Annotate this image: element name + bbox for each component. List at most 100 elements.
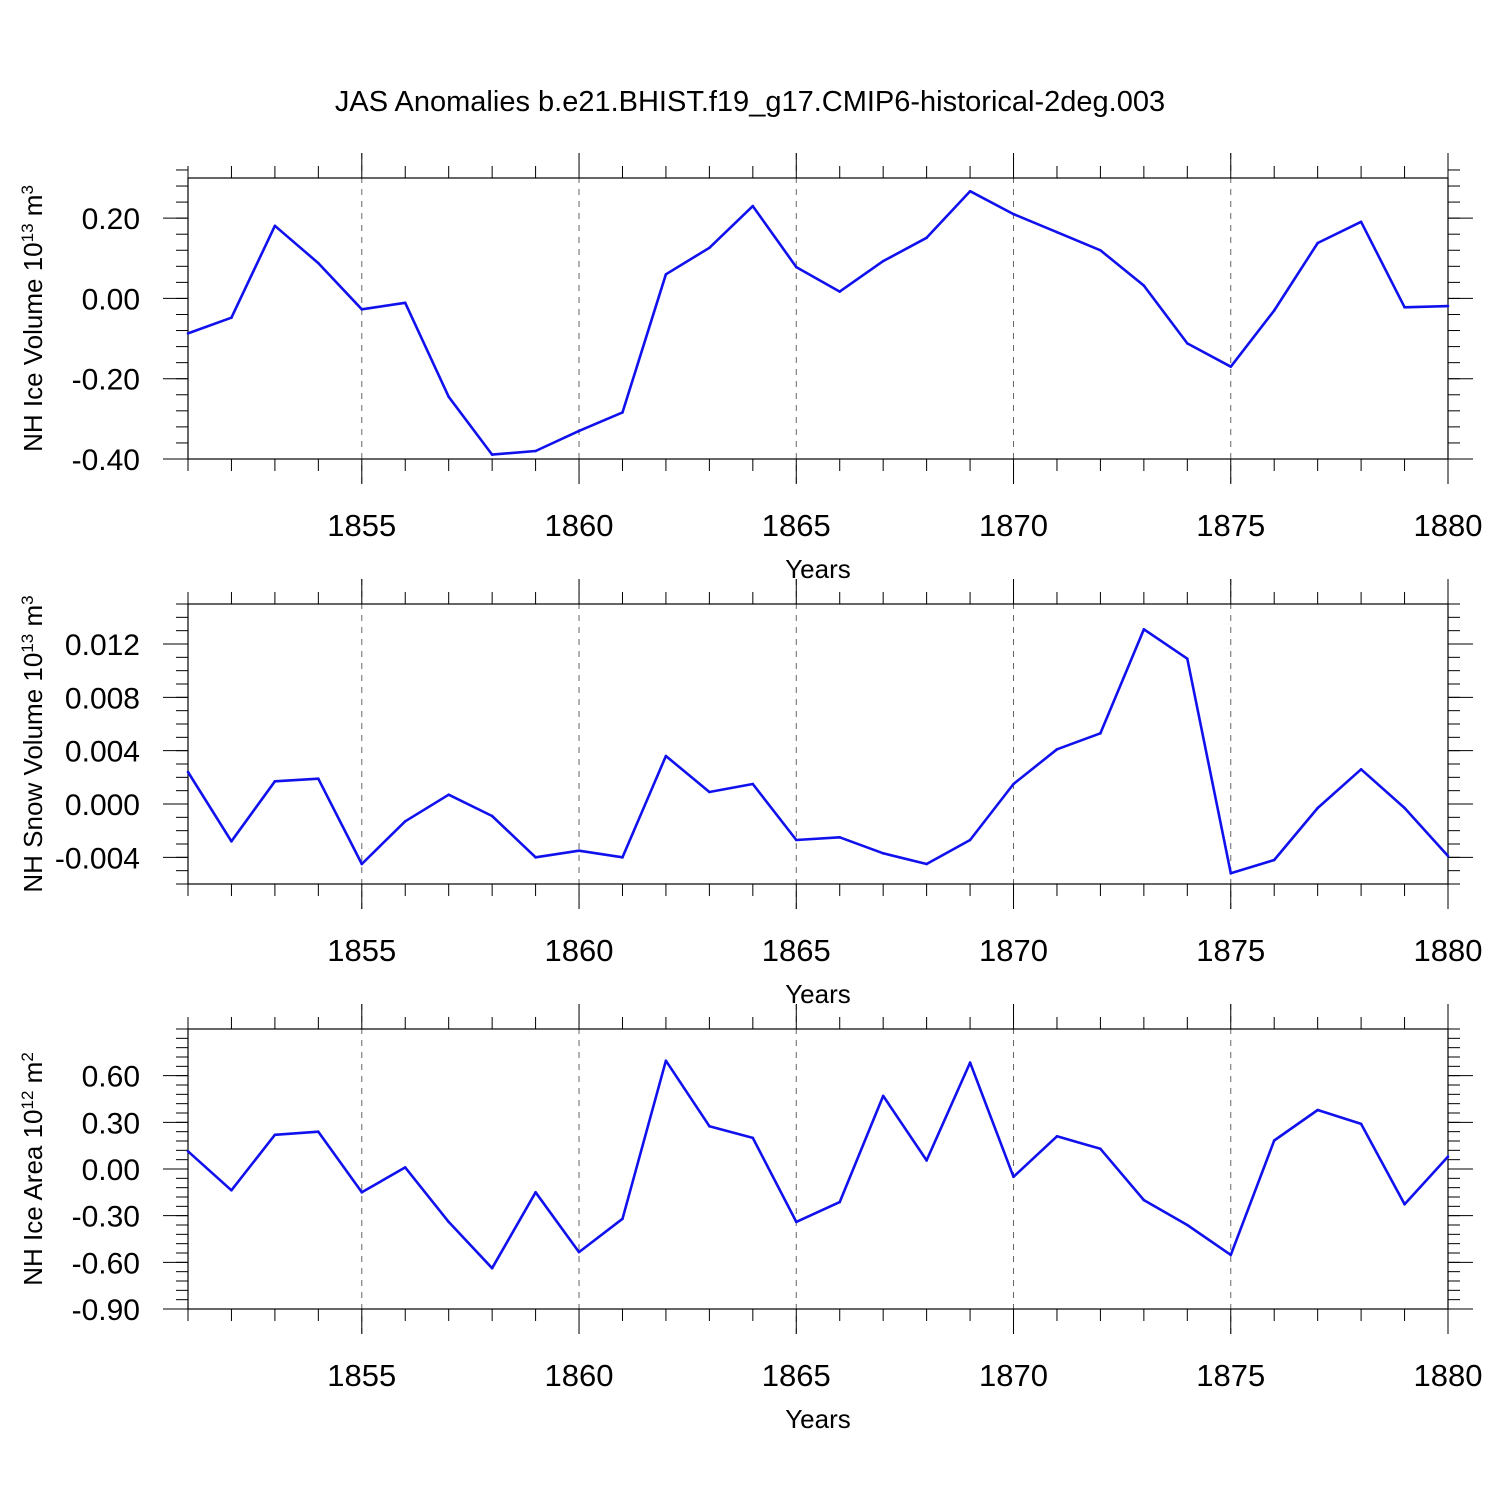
ice-area-data-point [403,1166,407,1169]
ice-volume-data-point [447,395,450,399]
ice-volume-data-point [1403,305,1406,309]
ice-volume-data-point [230,316,233,319]
ice-area-data-point [534,1191,537,1194]
snow-volume-ytick-label: 0.004 [65,736,140,769]
snow-volume-xtick-label: 1880 [1414,933,1483,968]
ice-volume-data-point [1055,230,1059,234]
ice-volume-ytick-label: 0.20 [82,203,140,236]
snow-volume-data-point [447,793,450,796]
snow-volume-data-point [1359,768,1363,771]
ice-volume-data-point [534,449,537,453]
ice-area-data-point [1359,1122,1363,1126]
ice-area-ytick-label: -0.90 [72,1294,140,1327]
ice-area-data-point [708,1124,711,1128]
snow-volume-data-point [534,856,537,859]
ice-volume-xtick-label: 1865 [762,508,831,543]
snow-volume-data-point [664,754,668,758]
ice-volume-ytick-label: 0.00 [82,283,140,316]
ice-area-data-point [490,1266,494,1270]
snow-volume-data-point [1142,628,1146,631]
ice-volume-data-point [664,273,668,276]
ice-area-data-point [186,1149,190,1153]
ice-area-xtick-label: 1860 [545,1358,614,1393]
ice-area-ytick-label: 0.30 [82,1107,140,1140]
snow-volume-data-point [186,770,190,774]
ice-volume-data-point [1099,248,1102,252]
ice-area-data-point [621,1217,624,1221]
snow-volume-data-point [1446,854,1450,858]
ice-area-panel: -0.90 -0.60 -0.30 0.00 0.30 0.60 1855 1860 1865 1… [18,1004,1482,1434]
ice-area-ytick-label: 0.00 [82,1154,140,1187]
ice-volume-data-point [621,411,624,414]
ice-area-xtick-label: 1865 [762,1358,831,1393]
snow-volume-xtick-label: 1855 [327,933,396,968]
ice-area-xlabel: Years [785,1404,851,1434]
snow-volume-data-point [1272,858,1276,862]
snow-volume-data-point [1012,782,1015,786]
ice-volume-data-point [881,259,885,263]
snow-volume-data-point [1055,748,1059,751]
ice-area-data-point [360,1191,364,1194]
ice-area-series-line [187,1059,1449,1270]
ice-volume-ytick-label: -0.40 [72,444,140,477]
snow-volume-data-point [1229,872,1233,875]
ice-volume-xlabel: Years [785,554,851,584]
snow-volume-ytick-label: 0.008 [65,682,140,715]
snow-volume-data-point [838,836,842,839]
ice-area-data-point [838,1200,842,1204]
snow-volume-data-point [403,820,407,823]
ice-area-data-point [1055,1135,1059,1138]
snow-volume-xlabel: Years [785,979,851,1009]
ice-area-data-point [577,1250,581,1254]
ice-volume-data-point [577,429,581,433]
ice-area-data-point [447,1220,450,1224]
ice-area-ytick-label: -0.30 [72,1201,140,1234]
snow-volume-data-point [577,849,581,852]
ice-volume-data-point [1359,220,1363,224]
snow-volume-data-point [1316,806,1319,810]
snow-volume-data-point [360,862,364,866]
snow-volume-ytick-label: -0.004 [55,842,140,875]
ice-area-data-point [1446,1155,1450,1158]
ice-volume-data-point [403,301,407,305]
ice-volume-data-point [968,189,972,193]
ice-volume-data-point [925,236,928,240]
ice-volume-data-point [317,261,320,265]
snow-volume-data-point [621,856,624,859]
snow-volume-series-line [186,627,1449,875]
ice-area-data-point [794,1220,798,1224]
snow-volume-ytick-label: 0.012 [65,629,140,662]
ice-volume-xtick-label: 1855 [327,508,396,543]
ice-area-data-point [1272,1139,1276,1142]
ice-area-data-point [1186,1223,1189,1227]
ice-volume-panel: -0.40 -0.20 0.00 0.20 1855 1860 1865 1870 1875 18… [18,153,1483,584]
snow-volume-data-point [1186,657,1189,660]
figure-title: JAS Anomalies b.e21.BHIST.f19_g17.CMIP6-… [334,86,1166,118]
ice-volume-data-point [490,453,494,456]
ice-volume-xtick-label: 1860 [545,508,614,543]
snow-volume-xtick-label: 1860 [545,933,614,968]
ice-volume-data-point [751,204,755,208]
snow-volume-data-point [925,862,928,866]
snow-volume-data-point [751,782,755,786]
snow-volume-data-point [794,838,798,842]
ice-volume-data-point [1012,212,1015,216]
ice-area-data-point [1316,1108,1319,1112]
ice-volume-xtick-label: 1870 [979,508,1048,543]
ice-area-data-point [881,1094,885,1098]
ice-volume-data-point [794,265,798,269]
ice-area-ytick-label: -0.60 [72,1247,140,1280]
snow-volume-xtick-label: 1875 [1196,933,1265,968]
snow-volume-data-point [490,814,494,818]
ice-area-ytick-label: 0.60 [82,1061,140,1094]
ice-volume-data-point [1316,241,1319,245]
ice-volume-xtick-label: 1880 [1414,508,1483,543]
snow-volume-data-point [881,852,885,855]
ice-area-data-point [1142,1198,1146,1202]
ice-area-ylabel: NH Ice Area 1012 m2 [18,1052,49,1286]
snow-volume-panel: -0.004 0.000 0.004 0.008 0.012 1855 1860 1865 18… [18,579,1483,1009]
ice-volume-ylabel: NH Ice Volume 1013 m3 [18,185,49,452]
snow-volume-xtick-label: 1865 [762,933,831,968]
ice-volume-data-point [708,246,711,250]
